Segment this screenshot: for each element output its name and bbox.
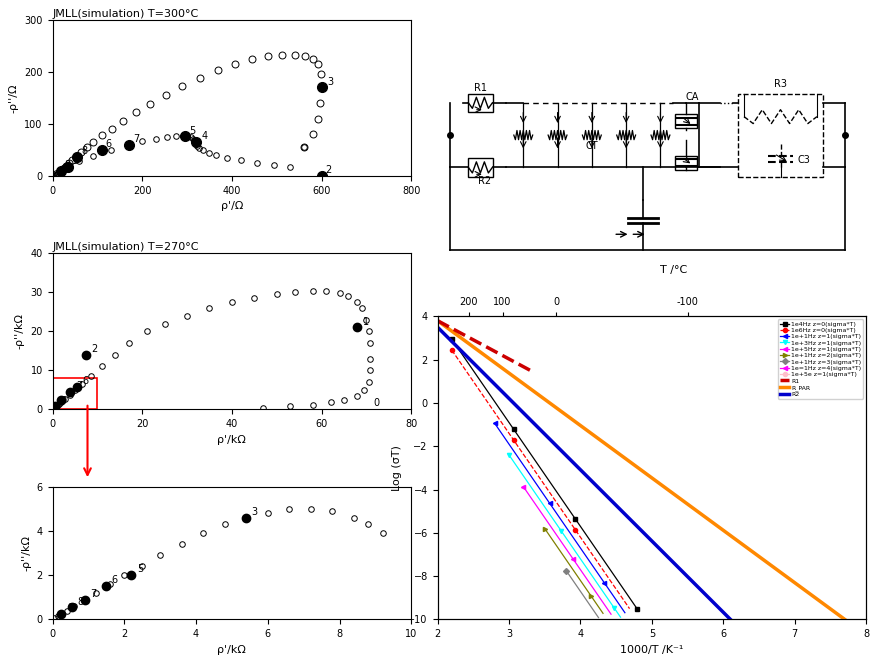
Bar [467, 158, 493, 177]
Text: R1: R1 [474, 83, 487, 94]
Text: 7: 7 [133, 134, 139, 144]
Text: 4: 4 [201, 131, 207, 141]
Y-axis label: Log (σT): Log (σT) [392, 445, 402, 491]
Bar [676, 156, 696, 169]
Y-axis label: -ρ''/kΩ: -ρ''/kΩ [15, 313, 24, 349]
Text: 5: 5 [137, 564, 144, 575]
Text: T /°C: T /°C [660, 266, 687, 275]
Text: 0: 0 [373, 397, 379, 407]
Text: 6: 6 [112, 575, 118, 585]
Text: R3: R3 [774, 78, 787, 89]
Text: 8: 8 [81, 146, 88, 156]
Text: CA: CA [686, 92, 699, 103]
Text: 7: 7 [90, 588, 96, 599]
Text: 9: 9 [73, 156, 79, 166]
Text: 3: 3 [252, 507, 258, 517]
Bar [467, 94, 493, 112]
Text: 2: 2 [326, 165, 332, 175]
Text: 1: 1 [363, 317, 369, 327]
Text: 9: 9 [67, 603, 74, 613]
Text: 5: 5 [189, 126, 195, 136]
Text: 6: 6 [106, 139, 116, 149]
Text: JMLL(simulation) T=300°C: JMLL(simulation) T=300°C [52, 9, 199, 19]
Y-axis label: -ρ''/kΩ: -ρ''/kΩ [21, 535, 31, 571]
Text: 3: 3 [327, 76, 333, 87]
X-axis label: ρ'/kΩ: ρ'/kΩ [218, 645, 247, 655]
X-axis label: ρ'/kΩ: ρ'/kΩ [218, 435, 247, 445]
Text: 6: 6 [83, 376, 89, 386]
Text: 7: 7 [76, 381, 82, 391]
Y-axis label: -ρ''/Ω: -ρ''/Ω [9, 83, 18, 113]
Text: C3: C3 [798, 155, 810, 165]
Bar [676, 115, 696, 128]
Text: JMLL(simulation) T=270°C: JMLL(simulation) T=270°C [52, 243, 199, 252]
Text: 9: 9 [60, 395, 66, 405]
Text: 2: 2 [92, 344, 98, 354]
Text: 8: 8 [67, 389, 74, 399]
X-axis label: ρ'/Ω: ρ'/Ω [220, 201, 243, 212]
X-axis label: 1000/T /K⁻¹: 1000/T /K⁻¹ [620, 645, 683, 655]
Text: 8: 8 [78, 596, 84, 606]
Text: R2: R2 [478, 175, 491, 186]
Text: 8: 8 [65, 160, 74, 170]
Bar [52, 378, 97, 409]
Legend: 1e4Hz z=0(sigma*T), 1e6Hz z=0(sigma*T), 1e+1Hz z=1(sigma*T), 1e+3Hz z=1(sigma*T): 1e4Hz z=0(sigma*T), 1e6Hz z=0(sigma*T), … [778, 320, 863, 399]
Bar [738, 94, 823, 177]
Text: CT: CT [585, 141, 598, 151]
